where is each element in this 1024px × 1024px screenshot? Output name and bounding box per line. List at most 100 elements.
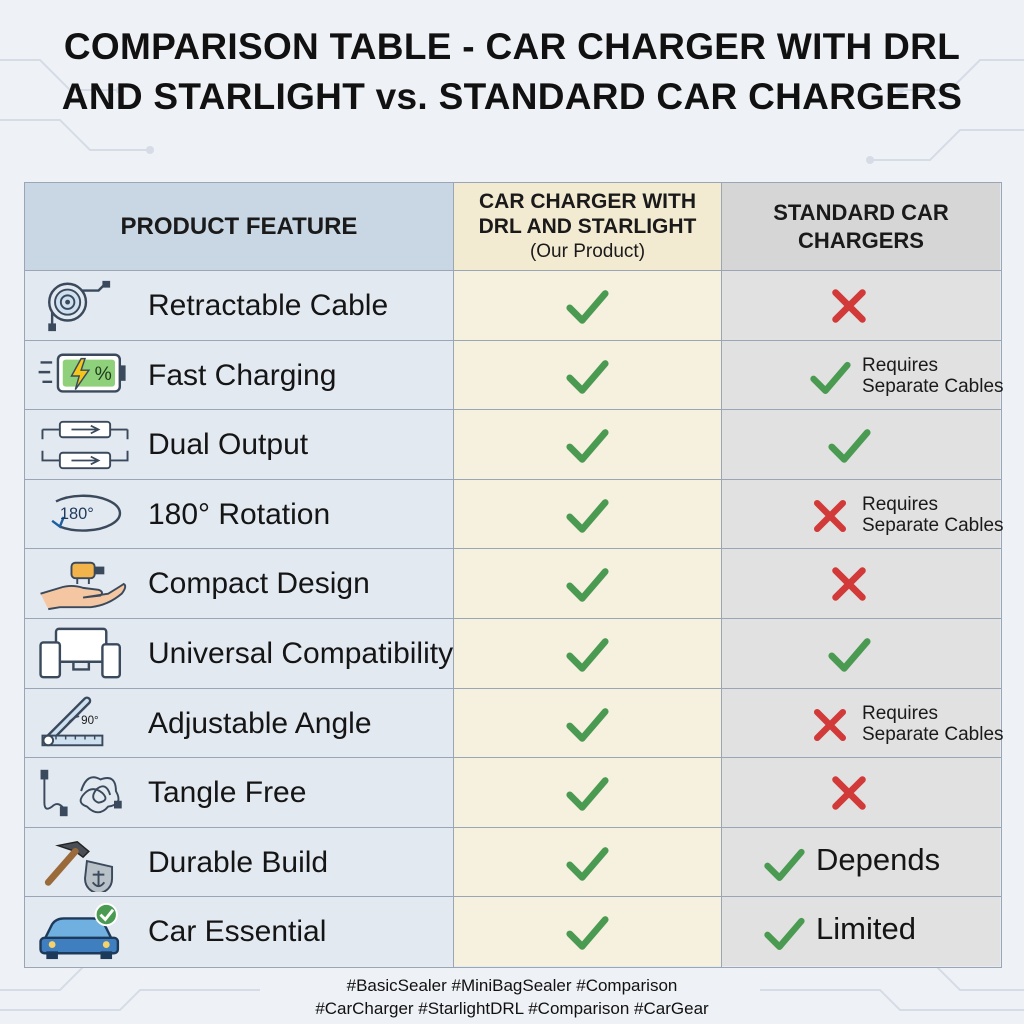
table-row: Retractable Cable [25, 270, 1001, 340]
note-line-2: Separate Cables [862, 375, 1004, 397]
angle-90-icon: 90° [41, 696, 104, 746]
feature-cell: Compact Design [25, 549, 453, 619]
header-our-product: CAR CHARGER WITH DRL AND STARLIGHT (Our … [454, 183, 721, 270]
check-mark [564, 701, 610, 752]
svg-text:90°: 90° [81, 714, 99, 727]
table-row: Tangle Free [25, 757, 1001, 828]
check-mark [564, 561, 610, 612]
note-line-1: Requires [862, 354, 939, 376]
feature-cell: 180° 180° Rotation [25, 479, 453, 549]
header-ours-line-2: DRL AND STARLIGHT [478, 215, 697, 238]
devices-icon [39, 627, 122, 679]
feature-cell: Dual Output [25, 410, 453, 480]
check-mark [808, 355, 852, 404]
check-mark [826, 422, 872, 473]
tangled-cable-icon [40, 769, 122, 817]
check-mark [564, 283, 610, 334]
standard-qualifier: Depends [816, 841, 941, 877]
cross-mark [826, 561, 872, 612]
our-product-cell [454, 758, 721, 828]
our-product-cell [454, 897, 721, 967]
cross-mark [808, 494, 852, 543]
our-product-cell [454, 619, 721, 688]
note-line-1: Requires [862, 702, 939, 724]
column-divider [721, 183, 722, 967]
table-row: 90° Adjustable Angle Requires Separate Cabl… [25, 687, 1004, 758]
rotation-180-icon: 180° [51, 494, 122, 532]
car-check-icon [39, 903, 120, 960]
feature-cell: Tangle Free [25, 758, 453, 828]
feature-label: Dual Output [148, 428, 309, 462]
standard-cell [722, 271, 1000, 340]
our-product-cell [454, 340, 721, 410]
header-ours-line-1: CAR CHARGER WITH [479, 190, 696, 213]
header-std-line-2: CHARGERS [798, 227, 924, 253]
feature-label: Retractable Cable [148, 289, 389, 322]
our-product-cell [454, 688, 721, 758]
our-product-cell [454, 479, 721, 549]
comparison-table: PRODUCT FEATURE CAR CHARGER WITH DRL AND… [24, 182, 1004, 968]
cross-mark [826, 283, 872, 334]
check-mark [762, 842, 806, 891]
standard-cell [722, 410, 1000, 480]
check-mark [564, 770, 610, 821]
header-std-line-1: STANDARD CAR [773, 199, 949, 225]
feature-cell: Car Essential [25, 897, 453, 967]
feature-label: Fast Charging [148, 358, 337, 392]
header-feature-label: PRODUCT FEATURE [120, 212, 358, 240]
check-mark [826, 631, 872, 682]
table-row: Universal Compatibility [25, 618, 1001, 688]
title-line-1: COMPARISON TABLE - CAR CHARGER WITH DRL [63, 26, 961, 67]
cross-mark [826, 770, 872, 821]
column-divider [453, 183, 454, 967]
table-row: Car Essential Limited [25, 896, 1001, 967]
feature-label: Compact Design [148, 567, 370, 601]
standard-cell: Requires Separate Cables [722, 479, 1004, 549]
header-product-feature: PRODUCT FEATURE [25, 183, 453, 270]
check-mark [564, 909, 610, 960]
feature-cell: Durable Build [25, 827, 453, 897]
retractable-cable-icon [48, 280, 111, 332]
footer-line-1: #BasicSealer #MiniBagSealer #Comparison [346, 976, 678, 995]
hammer-shield-icon [44, 840, 114, 892]
note-line-2: Separate Cables [862, 723, 1004, 745]
standard-cell: Depends [722, 827, 1000, 897]
battery-bolt-icon: % [38, 353, 126, 393]
standard-qualifier: Limited [816, 911, 916, 947]
our-product-cell [454, 410, 721, 480]
check-mark [564, 631, 610, 682]
feature-cell: % Fast Charging [25, 340, 453, 410]
hashtag-footer: #BasicSealer #MiniBagSealer #Comparison … [0, 974, 1024, 1020]
note-line-2: Separate Cables [862, 514, 1004, 536]
our-product-cell [454, 827, 721, 897]
page-title: COMPARISON TABLE - CAR CHARGER WITH DRL … [0, 22, 1024, 122]
header-standard-chargers: STANDARD CAR CHARGERS [722, 183, 1000, 270]
standard-cell: Requires Separate Cables [722, 340, 1004, 410]
check-mark [564, 492, 610, 543]
our-product-cell [454, 271, 721, 340]
title-line-2: AND STARLIGHT vs. STANDARD CAR CHARGERS [61, 76, 963, 117]
feature-label: Durable Build [148, 845, 329, 879]
our-product-cell [454, 549, 721, 619]
feature-label: Adjustable Angle [148, 706, 372, 740]
standard-cell [722, 758, 1000, 828]
feature-label: 180° Rotation [148, 497, 331, 531]
feature-label: Tangle Free [148, 776, 307, 810]
cross-mark [808, 703, 852, 752]
feature-cell: Universal Compatibility [25, 619, 453, 688]
dual-usb-icon [41, 421, 129, 470]
header-ours-sub: (Our Product) [529, 241, 646, 262]
standard-cell: Limited [722, 897, 1000, 967]
standard-cell: Requires Separate Cables [722, 688, 1004, 758]
svg-text:%: % [95, 363, 112, 384]
feature-cell: 90° Adjustable Angle [25, 688, 453, 758]
feature-label: Car Essential [148, 915, 327, 949]
table-row: Dual Output [25, 409, 1001, 480]
feature-label: Universal Compatibility [148, 637, 454, 670]
check-mark [564, 422, 610, 473]
check-mark [564, 353, 610, 404]
svg-text:180°: 180° [60, 505, 94, 523]
table-row: Durable Build Depends [25, 826, 1001, 897]
check-mark [762, 911, 806, 960]
